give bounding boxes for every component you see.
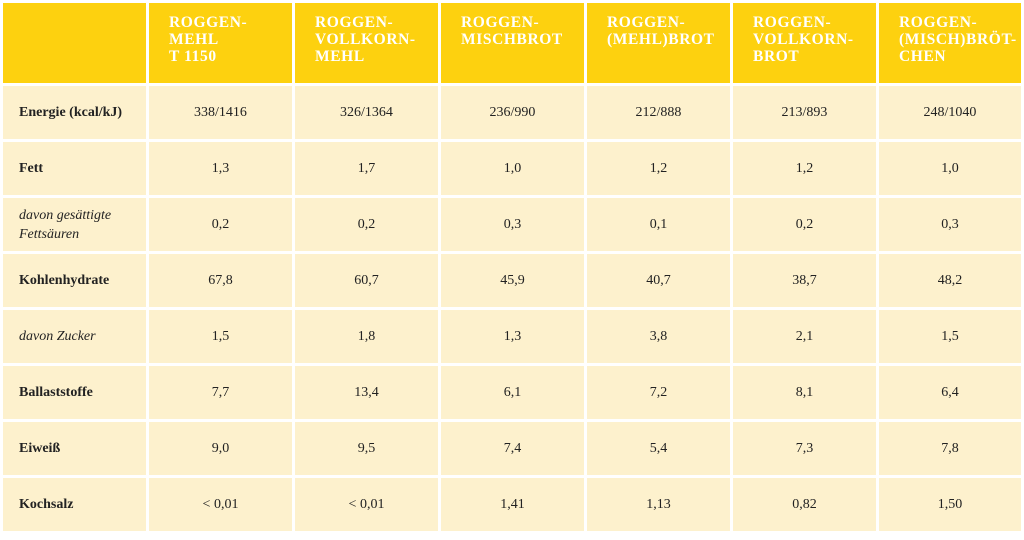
row-label: davon Zucker (3, 310, 146, 363)
table-cell: 0,2 (733, 198, 876, 251)
column-header-roggenmehl: ROGGEN- MEHL T 1150 (149, 3, 292, 83)
table-cell: 9,0 (149, 422, 292, 475)
table-cell: 5,4 (587, 422, 730, 475)
table-cell: 1,0 (879, 142, 1021, 195)
table-cell: 1,3 (441, 310, 584, 363)
table-cell: 3,8 (587, 310, 730, 363)
row-label: Energie (kcal/kJ) (3, 86, 146, 139)
table-row: Ballaststoffe 7,7 13,4 6,1 7,2 8,1 6,4 (3, 366, 1021, 419)
column-header-roggenmischbroetchen: ROGGEN- (MISCH)BRÖT- CHEN (879, 3, 1021, 83)
table-row: davon Zucker 1,5 1,8 1,3 3,8 2,1 1,5 (3, 310, 1021, 363)
table-cell: 1,5 (879, 310, 1021, 363)
table-row: Kochsalz < 0,01 < 0,01 1,41 1,13 0,82 1,50 (3, 478, 1021, 531)
table-cell: 338/1416 (149, 86, 292, 139)
row-label: Kochsalz (3, 478, 146, 531)
row-label: davon gesättigte Fettsäuren (3, 198, 146, 251)
table-cell: 45,9 (441, 254, 584, 307)
table-cell: 0,2 (295, 198, 438, 251)
table-cell: < 0,01 (149, 478, 292, 531)
row-label: Eiweiß (3, 422, 146, 475)
table-cell: 8,1 (733, 366, 876, 419)
table-cell: 0,82 (733, 478, 876, 531)
table-cell: 40,7 (587, 254, 730, 307)
table-cell: 326/1364 (295, 86, 438, 139)
table-cell: 1,13 (587, 478, 730, 531)
table-row: davon gesättigte Fettsäuren 0,2 0,2 0,3 0,1 0… (3, 198, 1021, 251)
header-row: ROGGEN- MEHL T 1150 ROGGEN- VOLLKORN- ME… (3, 3, 1021, 83)
table-cell: < 0,01 (295, 478, 438, 531)
column-header-roggenmischbrot: ROGGEN- MISCHBROT (441, 3, 584, 83)
table-cell: 7,2 (587, 366, 730, 419)
table-cell: 60,7 (295, 254, 438, 307)
table-row: Fett 1,3 1,7 1,0 1,2 1,2 1,0 (3, 142, 1021, 195)
header-corner (3, 3, 146, 83)
column-header-roggenmehlbrot: ROGGEN- (MEHL)BROT (587, 3, 730, 83)
table-cell: 7,8 (879, 422, 1021, 475)
table-cell: 9,5 (295, 422, 438, 475)
row-label: Ballaststoffe (3, 366, 146, 419)
table-cell: 7,4 (441, 422, 584, 475)
column-header-roggenvollkornbrot: ROGGEN- VOLLKORN- BROT (733, 3, 876, 83)
table-cell: 0,1 (587, 198, 730, 251)
table-cell: 0,2 (149, 198, 292, 251)
table-cell: 6,1 (441, 366, 584, 419)
table-cell: 38,7 (733, 254, 876, 307)
table-cell: 1,50 (879, 478, 1021, 531)
row-label: Fett (3, 142, 146, 195)
table-cell: 13,4 (295, 366, 438, 419)
table-cell: 67,8 (149, 254, 292, 307)
table-cell: 1,3 (149, 142, 292, 195)
table-cell: 1,7 (295, 142, 438, 195)
column-header-roggenvollkornmehl: ROGGEN- VOLLKORN- MEHL (295, 3, 438, 83)
table-cell: 2,1 (733, 310, 876, 363)
table-cell: 213/893 (733, 86, 876, 139)
table-cell: 212/888 (587, 86, 730, 139)
table-cell: 6,4 (879, 366, 1021, 419)
table-cell: 1,41 (441, 478, 584, 531)
table-cell: 7,3 (733, 422, 876, 475)
table-cell: 1,0 (441, 142, 584, 195)
table-row: Energie (kcal/kJ) 338/1416 326/1364 236/990… (3, 86, 1021, 139)
table-cell: 1,2 (587, 142, 730, 195)
table-cell: 0,3 (441, 198, 584, 251)
table-cell: 48,2 (879, 254, 1021, 307)
table-cell: 236/990 (441, 86, 584, 139)
row-label: Kohlenhydrate (3, 254, 146, 307)
table-cell: 7,7 (149, 366, 292, 419)
table-cell: 1,5 (149, 310, 292, 363)
table-cell: 248/1040 (879, 86, 1021, 139)
table-row: Kohlenhydrate 67,8 60,7 45,9 40,7 38,7 48,2 (3, 254, 1021, 307)
table-cell: 0,3 (879, 198, 1021, 251)
table-row: Eiweiß 9,0 9,5 7,4 5,4 7,3 7,8 (3, 422, 1021, 475)
table-cell: 1,2 (733, 142, 876, 195)
table-cell: 1,8 (295, 310, 438, 363)
